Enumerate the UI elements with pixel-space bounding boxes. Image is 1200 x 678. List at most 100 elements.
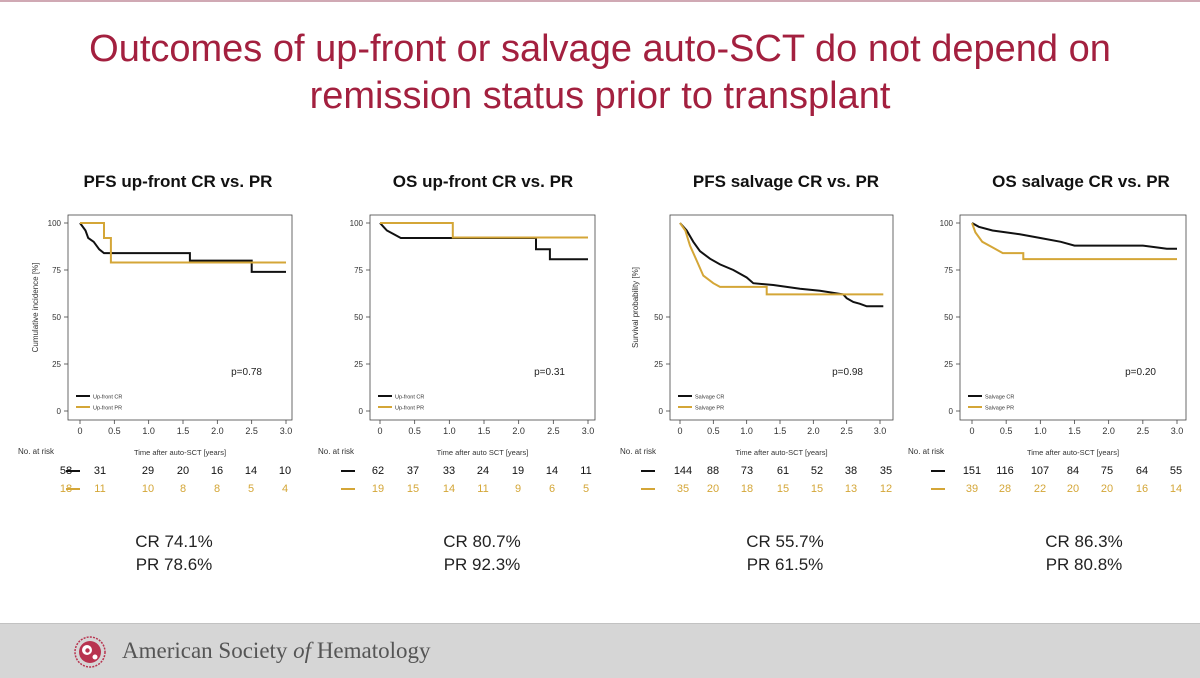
- p-value: p=0.31: [534, 367, 565, 378]
- plot-frame: [959, 214, 1187, 421]
- at-risk-value: 29: [142, 465, 154, 477]
- at-risk-value: 14: [1170, 483, 1182, 495]
- legend-label: Salvage PR: [985, 406, 1014, 412]
- x-tick-label: 0.5: [1000, 426, 1013, 436]
- at-risk-value: 4: [282, 483, 288, 495]
- summary-cr: CR 55.7%: [746, 532, 824, 551]
- at-risk-value: 55: [1170, 465, 1182, 477]
- ash-logo-icon: [74, 636, 106, 668]
- km-curve-cr: [379, 222, 588, 261]
- plot-frame: [369, 214, 596, 421]
- at-risk-label: No. at risk: [620, 447, 657, 456]
- x-tick-label: 3.0: [1171, 426, 1184, 436]
- km-curve-pr: [380, 222, 588, 239]
- at-risk-value: 16: [1136, 483, 1148, 495]
- at-risk-value: 28: [999, 483, 1011, 495]
- at-risk-value: 64: [1136, 465, 1148, 477]
- at-risk-value: 8: [214, 483, 220, 495]
- at-risk-value: 6: [549, 483, 555, 495]
- x-axis-label: Time after auto-SCT [years]: [1027, 448, 1119, 457]
- at-risk-value: 5: [583, 483, 589, 495]
- km-curve-pr: [679, 222, 884, 296]
- y-tick-label: 0: [57, 407, 62, 416]
- slide-title-line-1: Outcomes of up-front or salvage auto-SCT…: [89, 28, 1111, 70]
- at-risk-value: 15: [811, 483, 823, 495]
- x-tick-label: 0.5: [408, 426, 421, 436]
- x-tick-label: 1.5: [1068, 426, 1081, 436]
- y-tick-label: 100: [350, 219, 364, 228]
- x-tick-label: 0: [969, 426, 974, 436]
- slide-title: Outcomes of up-front or salvage auto-SCT…: [0, 26, 1200, 120]
- x-tick-label: 2.0: [512, 426, 525, 436]
- summary-cr: CR 74.1%: [135, 532, 213, 551]
- x-tick-label: 0.5: [108, 426, 121, 436]
- footer-org-name: American Society of Hematology: [122, 638, 431, 664]
- legend-label: Up-front CR: [93, 395, 122, 401]
- at-risk-value: 18: [741, 483, 753, 495]
- x-tick-label: 1.5: [774, 426, 787, 436]
- x-tick-label: 2.0: [1102, 426, 1115, 436]
- y-tick-label: 25: [354, 360, 363, 369]
- y-tick-label: 50: [654, 313, 663, 322]
- y-tick-label: 25: [944, 360, 953, 369]
- legend-label: Up-front PR: [395, 406, 424, 412]
- at-risk-value: 11: [477, 483, 488, 495]
- at-risk-value: 20: [1067, 483, 1079, 495]
- at-risk-value: 14: [245, 465, 257, 477]
- at-risk-value: 35: [677, 483, 689, 495]
- legend-label: Salvage PR: [695, 406, 724, 412]
- x-tick-label: 2.0: [807, 426, 820, 436]
- at-risk-value: 39: [966, 483, 978, 495]
- y-axis-label: Cumulative incidence [%]: [31, 263, 40, 353]
- km-curve-pr: [971, 222, 1177, 261]
- at-risk-value: 73: [741, 465, 753, 477]
- x-tick-label: 1.0: [142, 426, 155, 436]
- at-risk-value: 11: [580, 465, 591, 477]
- y-tick-label: 25: [52, 360, 61, 369]
- y-axis-label: Survival probability [%]: [631, 267, 640, 348]
- at-risk-value: 144: [674, 465, 692, 477]
- at-risk-value: 15: [407, 483, 419, 495]
- y-tick-label: 75: [944, 266, 953, 275]
- at-risk-value: 8: [180, 483, 186, 495]
- y-tick-label: 100: [940, 219, 954, 228]
- legend-label: Salvage CR: [985, 395, 1014, 401]
- km-panel-os-upfront: 0 0.5 1.0 1.5 2.0 2.5 3.0 0 25 50 75 100 Time after …: [318, 214, 596, 495]
- at-risk-value: 62: [372, 465, 384, 477]
- at-risk-value: 15: [777, 483, 789, 495]
- y-tick-label: 75: [52, 266, 61, 275]
- at-risk-value: 11: [94, 483, 105, 495]
- at-risk-label: No. at risk: [318, 447, 355, 456]
- km-curve-pr: [80, 222, 286, 264]
- summary-pr: PR 92.3%: [443, 555, 521, 574]
- at-risk-value: 19: [512, 465, 524, 477]
- x-tick-label: 3.0: [874, 426, 887, 436]
- x-tick-label: 0: [677, 426, 682, 436]
- panel-title-os-salvage: OS salvage CR vs. PR: [992, 172, 1170, 191]
- at-risk-value: 84: [1067, 465, 1079, 477]
- y-tick-label: 75: [354, 266, 363, 275]
- plot-frame: [67, 214, 293, 421]
- panel-title-pfs-upfront: PFS up-front CR vs. PR: [83, 172, 273, 191]
- x-axis-label: Time after auto-SCT [years]: [134, 448, 226, 457]
- x-tick-label: 0: [377, 426, 382, 436]
- footer-bar: American Society of Hematology: [0, 623, 1200, 678]
- summary-pr: PR 78.6%: [135, 555, 213, 574]
- panel-title-pfs-salvage: PFS salvage CR vs. PR: [692, 172, 880, 191]
- y-tick-label: 0: [659, 407, 664, 416]
- summary-pr: PR 80.8%: [1045, 555, 1123, 574]
- legend-label: Up-front CR: [395, 395, 424, 401]
- x-tick-label: 1.0: [740, 426, 753, 436]
- y-tick-label: 50: [944, 313, 953, 322]
- x-tick-label: 0: [77, 426, 82, 436]
- at-risk-value: 61: [777, 465, 789, 477]
- x-tick-label: 0.5: [707, 426, 720, 436]
- at-risk-value: 24: [477, 465, 489, 477]
- at-risk-value: 52: [811, 465, 823, 477]
- top-divider: [0, 0, 1200, 2]
- x-tick-label: 2.5: [1137, 426, 1150, 436]
- at-risk-value: 13: [845, 483, 857, 495]
- km-panel-os-salvage: 0 0.5 1.0 1.5 2.0 2.5 3.0 0 25 50 75 100 Time after …: [908, 214, 1187, 495]
- p-value: p=0.20: [1125, 367, 1156, 378]
- x-tick-label: 3.0: [280, 426, 293, 436]
